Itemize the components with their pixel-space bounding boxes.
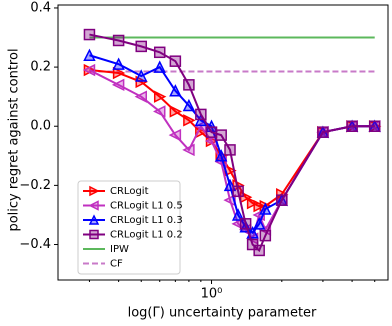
marker	[135, 40, 147, 53]
legend-label: CRLogit L1 0.3	[110, 215, 183, 226]
marker	[252, 217, 266, 230]
marker	[168, 128, 182, 142]
marker	[112, 57, 125, 70]
x-tick-label: 10⁰	[201, 287, 223, 302]
marker	[183, 79, 195, 91]
plot-frame	[57, 4, 389, 281]
marker	[83, 48, 96, 62]
marker	[194, 120, 207, 133]
y-tick-label: −0.2	[19, 178, 51, 193]
marker	[259, 229, 272, 242]
marker	[153, 60, 166, 73]
marker	[276, 194, 288, 206]
marker	[169, 84, 182, 97]
marker	[195, 108, 207, 121]
marker	[182, 98, 196, 112]
marker	[169, 105, 183, 118]
marker	[135, 75, 148, 89]
marker	[368, 120, 381, 132]
legend-box	[77, 180, 181, 275]
y-axis-label: policy regret against control	[7, 48, 22, 231]
legend-label: CRLogit	[110, 186, 149, 197]
marker	[182, 143, 195, 157]
marker	[183, 114, 196, 127]
marker	[259, 202, 272, 215]
legend-marker	[88, 214, 100, 225]
legend-marker-group	[88, 200, 99, 211]
marker	[346, 120, 358, 132]
legend-label: IPW	[110, 244, 129, 255]
marker	[111, 78, 125, 92]
y-tick-label: 0.0	[30, 119, 51, 134]
legend-marker-group	[89, 229, 99, 240]
marker	[245, 232, 259, 245]
marker	[232, 185, 244, 198]
y-tick-label: −0.4	[19, 237, 51, 252]
marker	[253, 199, 266, 213]
marker	[215, 129, 227, 141]
marker	[239, 218, 252, 230]
marker	[82, 63, 96, 77]
marker	[134, 90, 147, 103]
marker	[83, 28, 96, 41]
marker	[231, 208, 245, 221]
legend-marker	[89, 185, 100, 197]
marker	[224, 144, 236, 156]
marker	[153, 46, 166, 59]
x-axis-label: log(Γ) uncertainty parameter	[128, 306, 317, 321]
marker	[317, 126, 329, 138]
legend-marker-group	[88, 214, 100, 225]
marker	[153, 105, 166, 118]
marker	[112, 66, 126, 80]
legend-marker	[88, 200, 99, 211]
marker	[112, 34, 125, 47]
legend-label: CRLogit L1 0.5	[110, 201, 183, 212]
marker	[214, 149, 228, 162]
marker	[205, 126, 218, 138]
legend-label: CRLogit L1 0.2	[110, 230, 183, 241]
marker	[246, 238, 259, 251]
marker	[246, 196, 260, 210]
series-line	[89, 33, 375, 253]
marker	[253, 244, 265, 257]
y-tick-label: 0.2	[30, 60, 51, 75]
legend-label: CF	[110, 259, 123, 270]
legend-marker-group	[89, 185, 100, 197]
marker	[169, 55, 182, 67]
marker	[135, 69, 148, 82]
y-tick-label: 0.4	[30, 0, 51, 15]
legend-marker	[89, 229, 99, 240]
marker	[153, 90, 167, 103]
